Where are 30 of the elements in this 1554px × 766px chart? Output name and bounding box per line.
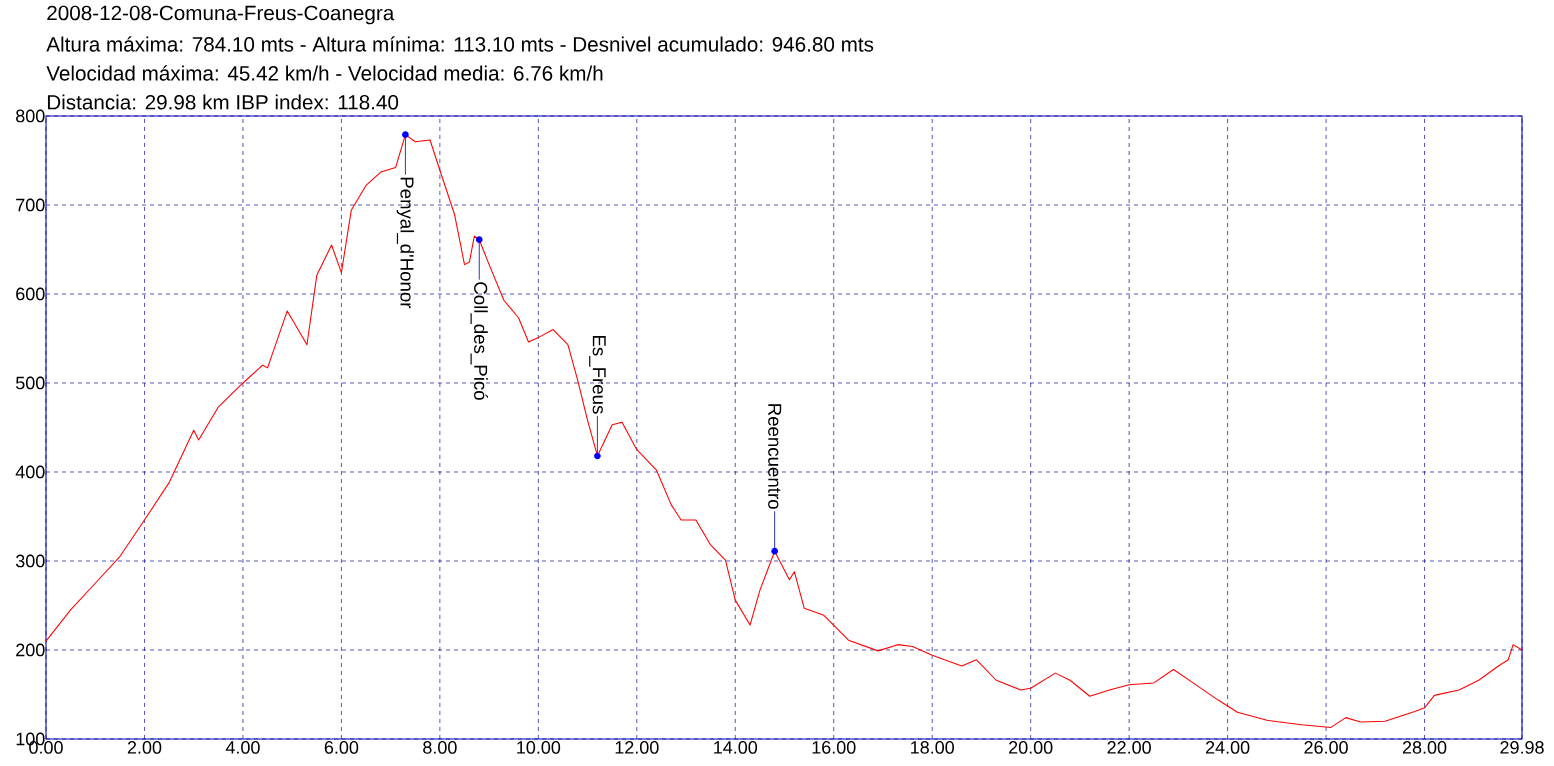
x-tick-label: 6.00: [324, 741, 359, 754]
x-tick-label: 16.00: [812, 741, 856, 754]
annotation: Coll_des_Picó: [470, 282, 488, 400]
y-tick-label: 600: [16, 287, 45, 301]
text: Altura máxima: 784.10 mts - Altura mínima: 113.10 mts - Desnivel acumulado: 946.80 mts: [46, 36, 874, 52]
x-tick-label: 4.00: [225, 741, 260, 754]
x-tick-label: 20.00: [1009, 741, 1053, 754]
x-tick-label: 28.00: [1402, 741, 1447, 754]
x-tick-label: 24.00: [1205, 741, 1250, 754]
y-tick-label: 400: [15, 465, 45, 479]
x-tick-label: 29.98: [1500, 741, 1544, 754]
x-tick-label: 18.00: [911, 741, 955, 754]
y-tick-label: 300: [15, 554, 45, 568]
annotation: Reencuentro: [768, 404, 782, 509]
text: Distancia: 29.98 km IBP index: 118.40: [47, 94, 399, 110]
x-tick-label: 2.00: [127, 741, 162, 754]
annotation: Es_Freus: [589, 336, 606, 414]
x-tick-label: 12.00: [615, 741, 659, 754]
x-tick-label: 14.00: [714, 741, 758, 754]
x-tick-label: 22.00: [1107, 741, 1151, 754]
text: Velocidad máxima: 45.42 km/h - Velocidad media: 6.76 km/h: [46, 65, 603, 81]
y-tick-label: 500: [15, 376, 45, 390]
x-tick-label: 26.00: [1304, 741, 1348, 754]
chart-title: 2008-12-08-Comuna-Freus-Coanegra: [47, 5, 395, 25]
annotation: Penyal_d'Honor: [396, 177, 415, 309]
y-tick-label: 800: [16, 109, 45, 123]
y-tick-label: 700: [16, 198, 45, 212]
x-tick-label: 8.00: [423, 741, 457, 754]
x-tick-label: 10.00: [517, 741, 561, 754]
y-tick-label: 200: [16, 643, 45, 657]
